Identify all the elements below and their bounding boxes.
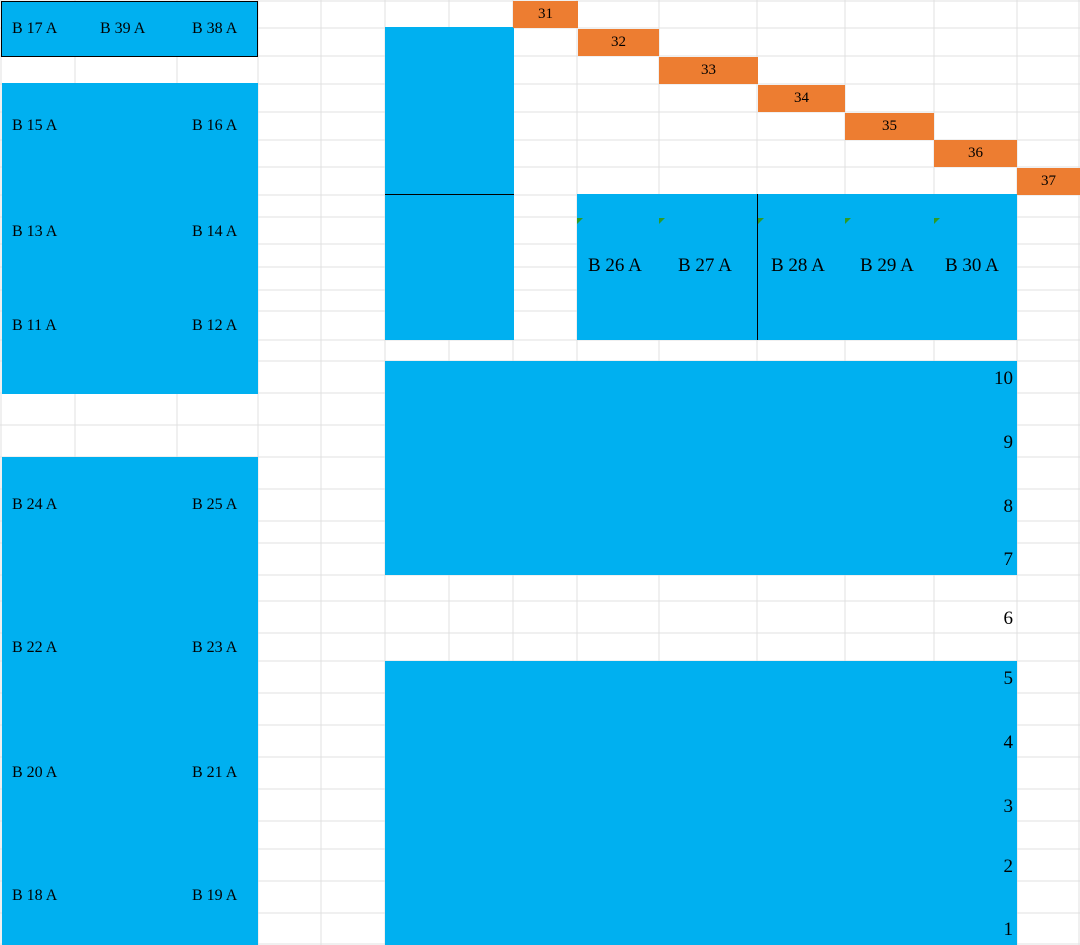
- cell-b15a[interactable]: B 15 A: [12, 117, 58, 134]
- block-b26-b30[interactable]: [577, 194, 1017, 340]
- cell-b28a[interactable]: B 28 A: [771, 255, 825, 276]
- comment-marker-icon: [659, 218, 665, 224]
- step-37[interactable]: 37: [1017, 168, 1080, 195]
- cell-b17a[interactable]: B 17 A: [12, 20, 58, 37]
- level-3[interactable]: 3: [1003, 796, 1014, 817]
- cell-b18a[interactable]: B 18 A: [12, 887, 58, 904]
- cell-b30a[interactable]: B 30 A: [945, 255, 999, 276]
- cell-b26a[interactable]: B 26 A: [588, 255, 642, 276]
- block-levels-5-1[interactable]: [385, 661, 1017, 945]
- cell-b16a[interactable]: B 16 A: [192, 117, 238, 134]
- level-4[interactable]: 4: [1003, 732, 1014, 753]
- level-2[interactable]: 2: [1003, 856, 1014, 877]
- cell-b23a[interactable]: B 23 A: [192, 639, 238, 656]
- cell-b22a[interactable]: B 22 A: [12, 639, 58, 656]
- comment-marker-icon: [758, 218, 764, 224]
- cell-b38a[interactable]: B 38 A: [192, 20, 238, 37]
- cell-b27a[interactable]: B 27 A: [678, 255, 732, 276]
- step-36[interactable]: 36: [934, 140, 1017, 167]
- level-8[interactable]: 8: [1003, 496, 1014, 517]
- block-divider: [385, 194, 514, 195]
- block-divider-vertical: [757, 194, 758, 340]
- step-33[interactable]: 33: [659, 57, 758, 84]
- cell-b12a[interactable]: B 12 A: [192, 317, 238, 334]
- block-b17-b38[interactable]: [1, 1, 258, 57]
- cell-b20a[interactable]: B 20 A: [12, 764, 58, 781]
- block-levels-10-7[interactable]: [385, 361, 1017, 575]
- level-5[interactable]: 5: [1003, 668, 1014, 689]
- block-tall-left[interactable]: [385, 27, 514, 340]
- cell-b24a[interactable]: B 24 A: [12, 496, 58, 513]
- step-31[interactable]: 31: [513, 1, 578, 28]
- cell-b29a[interactable]: B 29 A: [860, 255, 914, 276]
- level-7[interactable]: 7: [1003, 549, 1014, 570]
- cell-b11a[interactable]: B 11 A: [12, 317, 57, 334]
- block-b24-b19[interactable]: [2, 457, 258, 945]
- level-10[interactable]: 10: [994, 368, 1013, 389]
- cell-b19a[interactable]: B 19 A: [192, 887, 238, 904]
- cell-b13a[interactable]: B 13 A: [12, 223, 58, 240]
- cell-b39a[interactable]: B 39 A: [100, 20, 146, 37]
- block-b15-b12[interactable]: [2, 83, 258, 394]
- cell-b14a[interactable]: B 14 A: [192, 223, 238, 240]
- step-32[interactable]: 32: [578, 29, 659, 56]
- level-6[interactable]: 6: [1003, 608, 1014, 629]
- cell-b21a[interactable]: B 21 A: [192, 764, 238, 781]
- step-35[interactable]: 35: [845, 113, 934, 140]
- cell-b25a[interactable]: B 25 A: [192, 496, 238, 513]
- level-9[interactable]: 9: [1003, 432, 1014, 453]
- level-1[interactable]: 1: [1003, 919, 1014, 940]
- comment-marker-icon: [845, 218, 851, 224]
- comment-marker-icon: [577, 218, 583, 224]
- step-34[interactable]: 34: [758, 85, 845, 112]
- comment-marker-icon: [934, 218, 940, 224]
